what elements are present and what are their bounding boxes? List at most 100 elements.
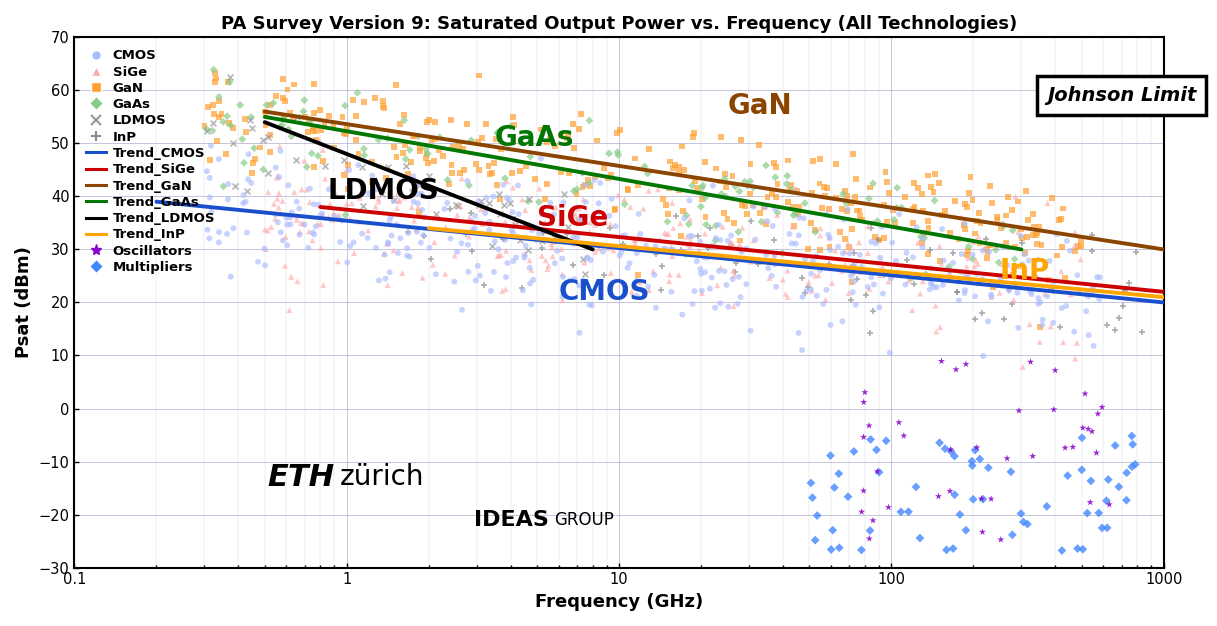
Text: ETH: ETH [268, 463, 335, 492]
Point [784, 221, 803, 231]
Point [302, 148, 321, 158]
Point [1034, 289, 1054, 299]
Point [409, 131, 428, 141]
Point [1076, 306, 1095, 316]
Point [1038, 291, 1058, 301]
Point [890, 209, 909, 219]
Point [695, 228, 714, 239]
Point [197, 126, 217, 136]
Point [366, 184, 386, 194]
Point [1098, 321, 1117, 331]
Point [303, 123, 323, 133]
Point [313, 210, 332, 220]
Point [315, 174, 335, 184]
Point [897, 248, 916, 258]
Point [264, 199, 284, 209]
Point [411, 238, 431, 248]
Point [449, 141, 469, 151]
Point [630, 229, 650, 239]
Point [914, 228, 933, 239]
Point [891, 507, 910, 517]
Point [394, 110, 414, 120]
Point [307, 126, 326, 136]
Point [744, 202, 763, 212]
Point [932, 356, 952, 366]
Point [722, 230, 741, 240]
Point [471, 204, 490, 214]
Point [237, 186, 257, 196]
Point [501, 168, 521, 178]
Point [571, 213, 590, 223]
Point [1053, 545, 1072, 555]
Point [218, 194, 237, 204]
Point [520, 255, 539, 265]
Point [483, 192, 503, 202]
Point [1090, 272, 1110, 282]
Point [854, 432, 874, 442]
Point [1081, 476, 1100, 486]
Point [540, 134, 560, 144]
Point [237, 227, 257, 237]
Point [1005, 279, 1025, 289]
Point [404, 172, 424, 182]
Point [492, 144, 511, 154]
Point [893, 270, 913, 280]
Point [1043, 286, 1062, 296]
Point [846, 300, 865, 310]
Point [385, 196, 404, 206]
Point [1003, 205, 1022, 215]
Point [859, 533, 879, 543]
Point [522, 225, 542, 235]
Point [980, 247, 999, 257]
Point [1122, 431, 1142, 441]
Point [336, 210, 355, 220]
Point [626, 239, 645, 249]
Point [937, 545, 957, 555]
Point [834, 249, 853, 259]
Point [532, 251, 551, 261]
Point [256, 244, 275, 254]
Point [1067, 338, 1087, 348]
Point [387, 220, 406, 230]
Point [230, 100, 249, 110]
Point [964, 495, 983, 505]
Point [821, 545, 841, 555]
Point [441, 204, 460, 214]
Point [672, 245, 691, 255]
Point [954, 220, 974, 230]
Point [445, 250, 465, 260]
Point [559, 168, 578, 178]
Point [688, 256, 707, 266]
Point [326, 188, 346, 198]
Point [846, 192, 865, 202]
Point [218, 229, 237, 239]
Point [479, 198, 499, 208]
Point [281, 219, 301, 229]
Point [258, 187, 277, 197]
Point [610, 125, 629, 135]
Point [343, 95, 363, 105]
Point [1023, 451, 1043, 461]
Point [691, 269, 711, 279]
Point [452, 173, 471, 183]
Point [589, 198, 608, 208]
Point [590, 178, 610, 188]
Point [697, 253, 717, 263]
Point [458, 176, 477, 186]
Point [972, 274, 992, 284]
Point [716, 169, 735, 179]
Point [340, 165, 359, 175]
Point [863, 217, 882, 227]
Point [303, 235, 323, 245]
Point [845, 277, 864, 287]
Point [436, 269, 455, 279]
Point [271, 146, 291, 156]
Point [369, 193, 388, 203]
Point [282, 207, 302, 217]
Point [908, 238, 927, 248]
Point [403, 131, 422, 141]
Point [796, 254, 815, 264]
Point [908, 183, 927, 193]
Point [863, 178, 882, 188]
Point [465, 223, 484, 233]
